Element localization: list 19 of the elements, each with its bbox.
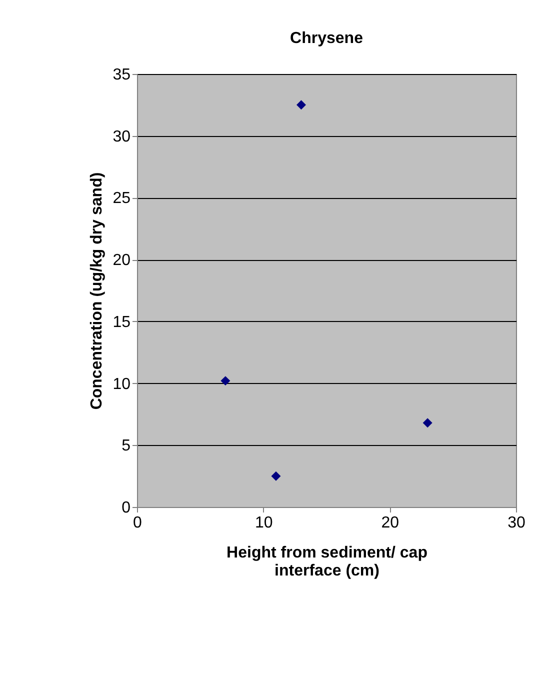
point [422, 418, 432, 428]
y-tick-label: 15 [112, 314, 131, 331]
x-tick-label: 20 [381, 514, 400, 532]
y-tick-label: 5 [122, 438, 131, 455]
point [220, 376, 230, 386]
y-axis-title: Concentration (ug/kg dry sand) [88, 172, 106, 410]
point [271, 471, 281, 481]
x-tick-label: 30 [508, 514, 526, 532]
y-tick-label: 30 [112, 128, 131, 146]
point [296, 100, 306, 110]
y-tick-label: 25 [112, 190, 131, 208]
x-tick-label: 10 [254, 514, 273, 532]
y-tick-label: 20 [112, 252, 131, 270]
y-tick-label: 35 [112, 66, 131, 84]
x-axis-title: Height from sediment/ cap interface (cm) [226, 544, 428, 580]
x-tick-label: 0 [133, 514, 142, 532]
y-tick-label: 10 [112, 376, 131, 393]
y-tick-label: 0 [122, 500, 131, 516]
chart-title: Chrysene [290, 30, 364, 47]
